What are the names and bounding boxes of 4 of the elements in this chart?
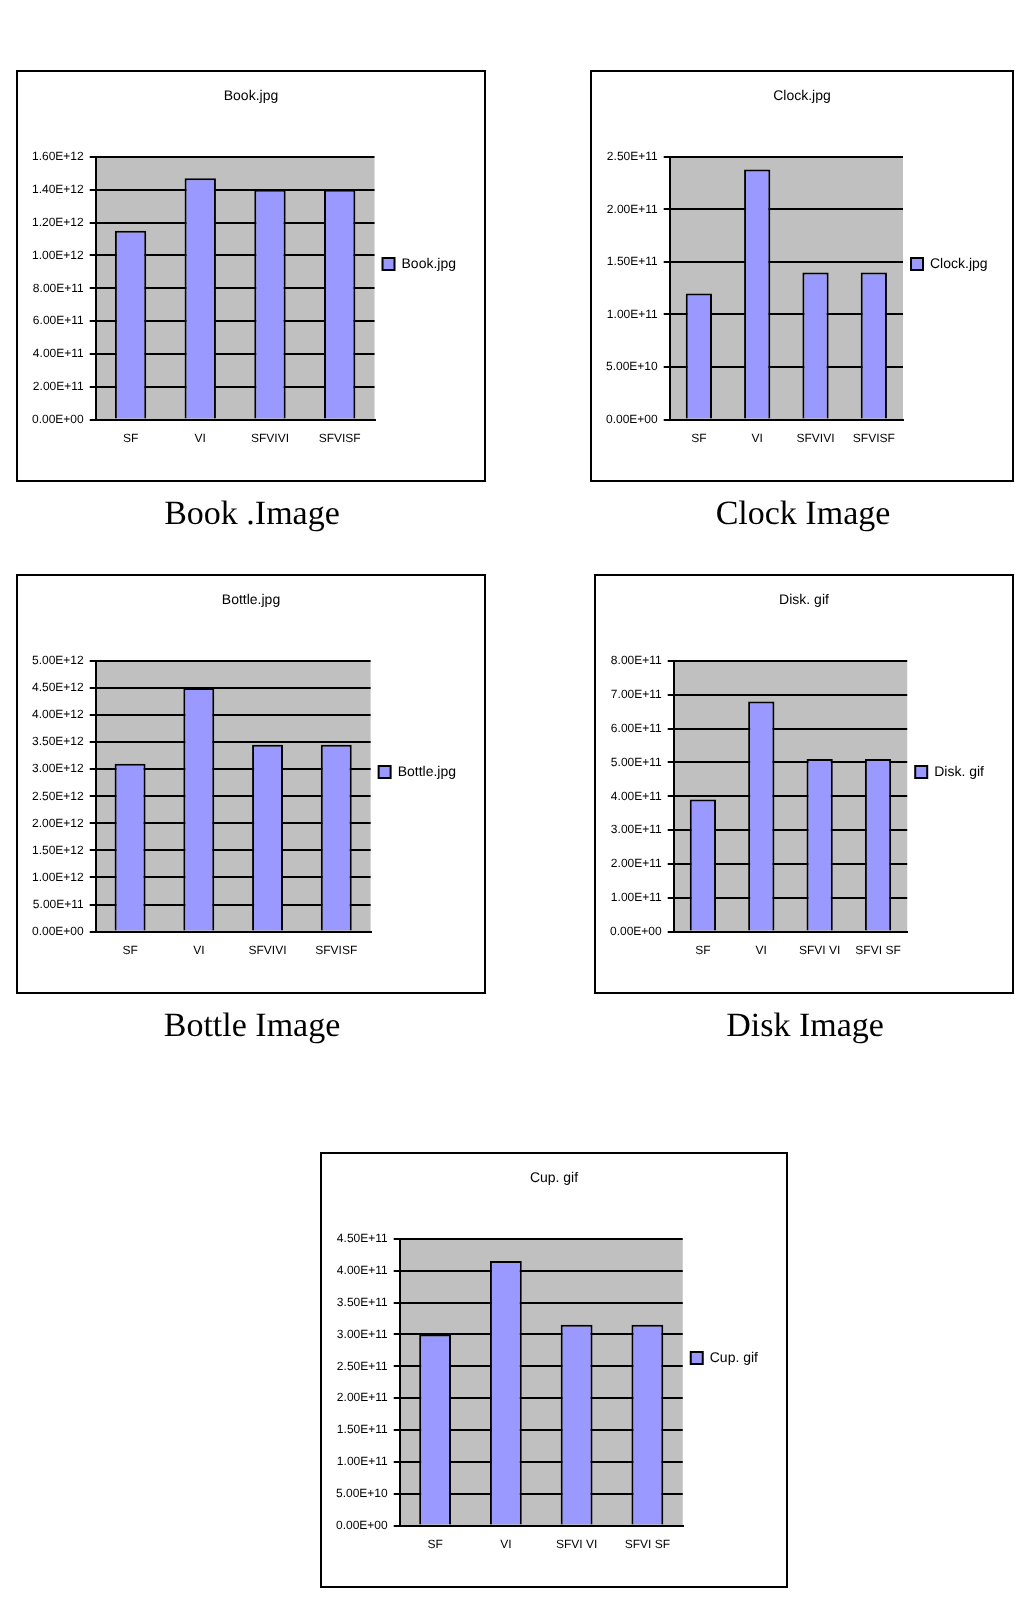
text: Bottle Image (161, 1006, 343, 1046)
text: Book .Image (162, 494, 342, 534)
text: Disk Image (724, 1006, 886, 1046)
text: Clock Image (713, 494, 893, 534)
